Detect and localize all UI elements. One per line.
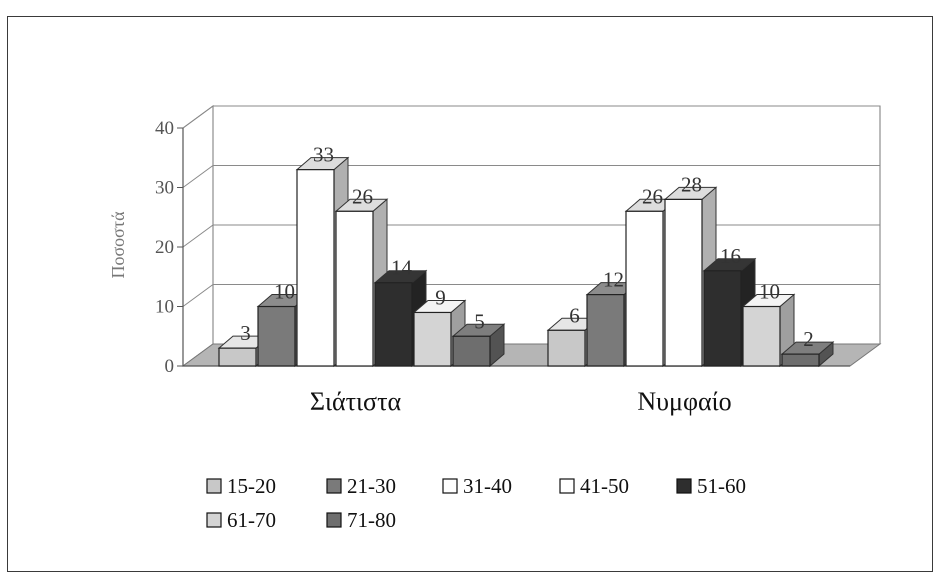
bar-front <box>547 329 586 367</box>
data-label: 10 <box>759 280 780 304</box>
data-label: 10 <box>274 280 295 304</box>
legend-swatch <box>206 478 222 494</box>
gridline <box>182 105 880 129</box>
bar-front <box>625 210 664 367</box>
data-label: 12 <box>603 268 624 292</box>
bar-front <box>218 347 257 367</box>
y-tick-label: 40 <box>155 118 174 139</box>
legend-label: 21-30 <box>347 474 396 498</box>
legend-label: 71-80 <box>347 508 396 532</box>
legend-swatch <box>326 512 342 528</box>
data-label: 16 <box>720 244 741 268</box>
bar-front <box>742 305 781 367</box>
bar-front <box>664 198 703 367</box>
legend-label: 41-50 <box>580 474 629 498</box>
legend-label: 15-20 <box>227 474 276 498</box>
bar <box>451 323 506 368</box>
bar-front <box>335 210 374 367</box>
y-axis-label: Ποσοστά <box>108 211 128 279</box>
data-label: 6 <box>569 303 580 327</box>
data-label: 26 <box>642 184 663 208</box>
legend-swatch <box>676 478 692 494</box>
data-labels: 3 10 33 26 14 9 5 6 12 26 28 16 10 2 <box>240 143 814 351</box>
legend: 15-20 21-30 31-40 41-50 51-60 61-70 71-80 <box>206 474 746 532</box>
bar <box>780 341 835 368</box>
category-label: Νυμφαίο <box>637 387 731 416</box>
data-label: 28 <box>681 172 702 196</box>
category-label: Σιάτιστα <box>310 387 402 416</box>
legend-swatch <box>559 478 575 494</box>
legend-label: 61-70 <box>227 508 276 532</box>
legend-item: 15-20 <box>206 474 276 498</box>
data-label: 14 <box>391 256 413 280</box>
bar-front <box>452 335 491 367</box>
y-tick-label: 10 <box>155 297 174 318</box>
legend-item: 31-40 <box>442 474 512 498</box>
legend-label: 31-40 <box>463 474 512 498</box>
bars <box>217 156 835 368</box>
bar-front <box>781 353 820 367</box>
legend-swatch <box>326 478 342 494</box>
legend-item: 41-50 <box>559 474 629 498</box>
legend-label: 51-60 <box>697 474 746 498</box>
category-labels: Σιάτιστα Νυμφαίο <box>310 387 732 416</box>
bar-front <box>703 270 742 367</box>
data-label: 5 <box>474 309 485 333</box>
gridline <box>182 165 880 188</box>
bar-front <box>257 305 296 367</box>
legend-swatch <box>206 512 222 528</box>
data-label: 3 <box>240 321 251 345</box>
legend-item: 71-80 <box>326 508 396 532</box>
y-tick-label: 0 <box>165 356 175 377</box>
y-tick-label: 20 <box>155 237 174 258</box>
data-label: 9 <box>435 285 446 309</box>
legend-item: 61-70 <box>206 508 276 532</box>
legend-item: 51-60 <box>676 474 746 498</box>
bar-front <box>296 169 335 367</box>
data-label: 26 <box>352 184 373 208</box>
bar-front <box>374 282 413 367</box>
data-label: 33 <box>313 143 334 167</box>
bar-front <box>413 311 452 367</box>
legend-swatch <box>442 478 458 494</box>
y-tick-label: 30 <box>155 178 174 199</box>
legend-item: 21-30 <box>326 474 396 498</box>
bar-front <box>586 294 625 367</box>
data-label: 2 <box>803 327 814 351</box>
